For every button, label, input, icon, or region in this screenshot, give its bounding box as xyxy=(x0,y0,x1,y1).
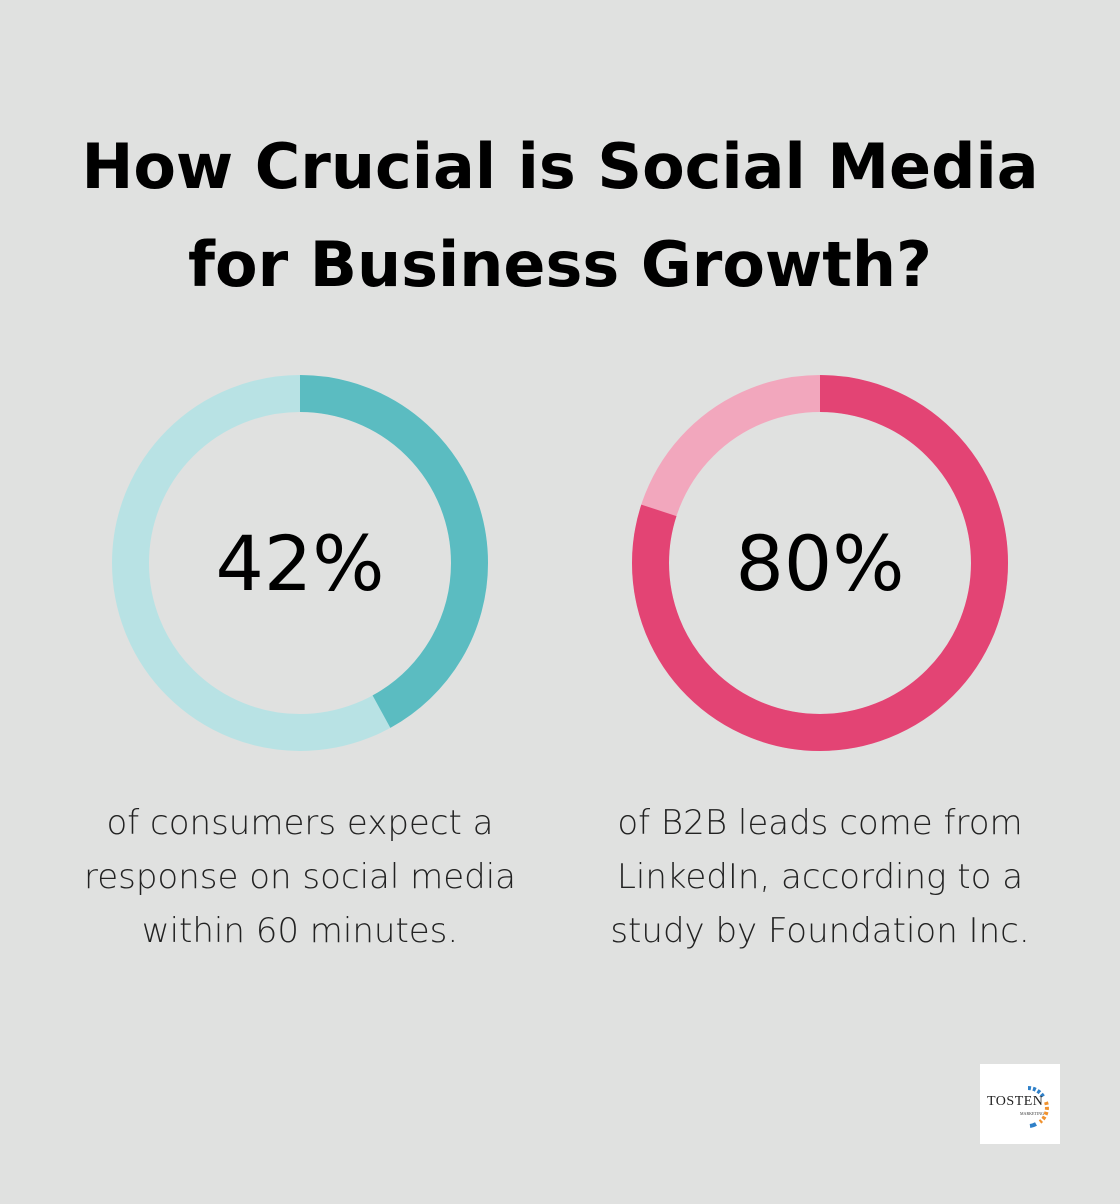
desc-line: study by Foundation Inc. xyxy=(610,911,1030,951)
donut-chart-80: 80% xyxy=(632,375,1008,751)
brand-logo: TOSTEN MARKETING xyxy=(980,1064,1060,1144)
logo-subtext: MARKETING xyxy=(1020,1111,1044,1116)
donut-chart-42: 42% xyxy=(112,375,488,751)
desc-line: LinkedIn, according to a xyxy=(616,857,1024,897)
title-line-2: for Business Growth? xyxy=(188,228,932,301)
donut-ring xyxy=(112,375,488,751)
logo-text: TOSTEN xyxy=(987,1094,1044,1109)
stat-value: 42% xyxy=(215,518,385,608)
gear-icon xyxy=(1027,1086,1049,1128)
stat-description-2: of B2B leads come from LinkedIn, accordi… xyxy=(560,796,1080,958)
stat-value: 80% xyxy=(735,518,905,608)
desc-line: response on social media xyxy=(83,857,517,897)
desc-line: within 60 minutes. xyxy=(141,911,459,951)
desc-line: of B2B leads come from xyxy=(617,803,1023,843)
donut-ring xyxy=(632,375,1008,751)
title-line-1: How Crucial is Social Media xyxy=(81,130,1039,203)
page-title: How Crucial is Social Media for Business… xyxy=(0,118,1120,314)
desc-line: of consumers expect a xyxy=(106,803,494,843)
stat-description-1: of consumers expect a response on social… xyxy=(40,796,560,958)
